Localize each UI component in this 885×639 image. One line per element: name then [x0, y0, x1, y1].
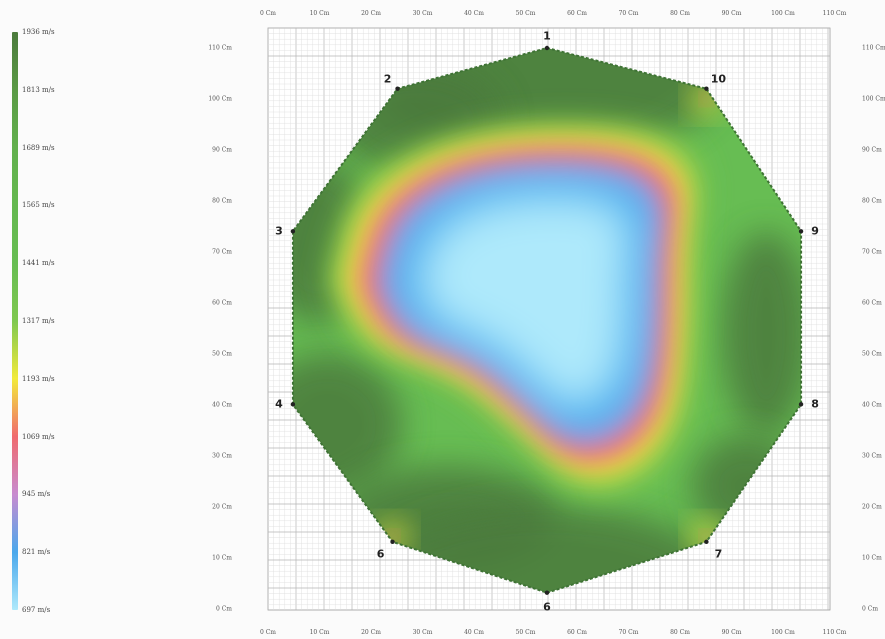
sensor-point: [704, 86, 709, 91]
tick-label-top: 50 Cm: [515, 10, 536, 17]
tick-label-bottom: 110 Cm: [822, 629, 847, 636]
tick-label-top: 40 Cm: [464, 10, 484, 17]
legend-label: 1193 m/s: [22, 374, 55, 383]
tick-label-right: 30 Cm: [862, 452, 882, 460]
tick-label-right: 70 Cm: [862, 248, 882, 256]
tick-label-bottom: 100 Cm: [771, 629, 795, 636]
tick-label-right: 100 Cm: [862, 95, 885, 103]
hotspot-inner: [700, 92, 713, 105]
legend-label: 697 m/s: [22, 606, 51, 614]
tick-label-right: 20 Cm: [862, 503, 882, 511]
tick-label-top: 80 Cm: [670, 10, 690, 17]
sensor-point: [544, 45, 550, 51]
dark-zone: [721, 231, 802, 435]
sensor-point: [544, 590, 550, 595]
tick-label-left: 90 Cm: [212, 146, 232, 154]
sensor-label: 2: [383, 72, 392, 86]
tick-label-top: 70 Cm: [618, 10, 639, 17]
tick-label-left: 70 Cm: [212, 248, 232, 256]
tick-label-right: 50 Cm: [862, 350, 882, 358]
tick-label-bottom: 90 Cm: [721, 629, 742, 636]
sensor-label: 3: [275, 224, 283, 238]
legend-label: 1317 m/s: [22, 317, 55, 325]
tick-label-bottom: 0 Cm: [259, 629, 277, 636]
sensor-point: [798, 402, 804, 407]
sensor-label: 4: [275, 397, 283, 411]
sensor-label: 1: [543, 29, 551, 43]
legend-color-bar: [12, 32, 18, 610]
tick-label-bottom: 50 Cm: [515, 629, 536, 636]
sensor-label: 6: [376, 547, 385, 561]
tick-label-top: 60 Cm: [567, 10, 587, 17]
tick-label-top: 100 Cm: [771, 10, 795, 17]
tick-label-bottom: 10 Cm: [309, 629, 330, 636]
tick-label-left: 50 Cm: [212, 350, 232, 358]
tick-label-bottom: 40 Cm: [464, 629, 484, 636]
tick-label-right: 10 Cm: [862, 554, 882, 562]
tick-label-bottom: 70 Cm: [618, 629, 639, 636]
sensor-label: 10: [710, 72, 727, 86]
legend-label: 945 m/s: [22, 490, 51, 499]
legend-label: 1565 m/s: [22, 201, 55, 210]
tick-label-top: 10 Cm: [309, 10, 330, 17]
legend-label: 1936 m/s: [22, 28, 55, 36]
tick-label-left: 40 Cm: [212, 401, 232, 409]
tick-label-right: 60 Cm: [862, 299, 882, 307]
tick-label-top: 0 Cm: [259, 10, 277, 17]
sensor-point: [395, 86, 400, 91]
tick-label-left: 60 Cm: [212, 299, 232, 307]
sensor-point: [290, 229, 296, 234]
tick-label-left: 100 Cm: [208, 95, 232, 103]
tick-label-right: 0 Cm: [862, 605, 879, 613]
legend-label: 821 m/s: [22, 548, 51, 557]
sensor-label: 6: [543, 600, 551, 614]
dark-zone: [292, 353, 403, 496]
tick-label-bottom: 80 Cm: [670, 629, 690, 636]
sensor-point: [798, 229, 804, 234]
tick-label-left: 80 Cm: [212, 197, 232, 205]
legend-label: 1441 m/s: [22, 259, 55, 268]
legend-label: 1689 m/s: [22, 143, 55, 152]
tick-label-left: 20 Cm: [212, 503, 232, 511]
tick-label-left: 10 Cm: [212, 554, 232, 562]
velocity-band: [413, 192, 634, 410]
dark-zone: [372, 506, 722, 593]
legend-label: 1069 m/s: [22, 432, 55, 441]
sensor-label: 8: [811, 397, 819, 411]
tick-label-right: 80 Cm: [862, 197, 882, 205]
sensor-point: [390, 539, 395, 545]
tick-label-left: 110 Cm: [208, 44, 232, 52]
tick-label-bottom: 20 Cm: [361, 629, 381, 636]
tick-label-right: 90 Cm: [862, 146, 882, 154]
tick-label-left: 0 Cm: [215, 605, 232, 613]
sensor-label: 7: [714, 547, 723, 561]
velocity-field: [292, 48, 802, 593]
tick-label-bottom: 60 Cm: [567, 629, 587, 636]
tick-label-left: 30 Cm: [212, 452, 232, 460]
tick-label-right: 40 Cm: [862, 401, 882, 409]
tick-label-top: 110 Cm: [822, 10, 847, 17]
tick-label-top: 30 Cm: [412, 10, 433, 17]
sensor-point: [704, 539, 709, 545]
sensor-point: [290, 402, 296, 407]
sensor-label: 9: [811, 224, 819, 238]
tick-label-top: 90 Cm: [721, 10, 742, 17]
tick-label-top: 20 Cm: [361, 10, 381, 17]
tick-label-right: 110 Cm: [862, 44, 885, 52]
legend-label: 1813 m/s: [22, 85, 55, 94]
tick-label-bottom: 30 Cm: [412, 629, 433, 636]
